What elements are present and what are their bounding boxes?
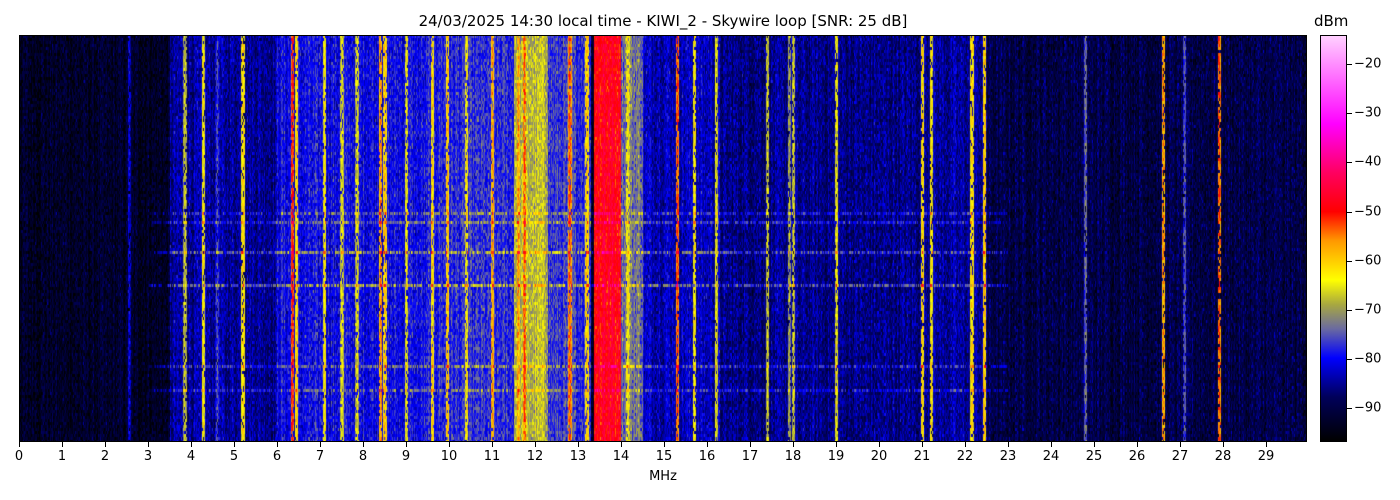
x-tick	[1180, 442, 1181, 447]
colorbar-tick-label: −50	[1354, 204, 1382, 220]
x-tick-label: 13	[569, 449, 587, 464]
x-tick-label: 9	[401, 449, 411, 464]
x-tick	[707, 442, 708, 447]
colorbar-tick-label: −20	[1354, 56, 1382, 72]
x-tick	[1051, 442, 1052, 447]
x-tick-label: 12	[526, 449, 544, 464]
x-tick-label: 11	[483, 449, 501, 464]
x-tick	[19, 442, 20, 447]
colorbar-tick-label: −90	[1354, 400, 1382, 416]
x-tick	[191, 442, 192, 447]
x-tick-label: 28	[1214, 449, 1232, 464]
colorbar-tick-label: −40	[1354, 154, 1382, 170]
x-tick	[492, 442, 493, 447]
x-tick-label: 14	[612, 449, 630, 464]
x-tick	[1223, 442, 1224, 447]
colorbar-tick	[1347, 260, 1352, 262]
x-tick	[922, 442, 923, 447]
colorbar-tick	[1347, 358, 1352, 360]
colorbar-tick	[1347, 162, 1352, 164]
x-tick-label: 7	[315, 449, 325, 464]
x-tick-label: 8	[358, 449, 368, 464]
x-tick-label: 24	[1042, 449, 1060, 464]
x-tick	[406, 442, 407, 447]
x-tick-label: 19	[827, 449, 845, 464]
x-tick	[793, 442, 794, 447]
x-tick	[1008, 442, 1009, 447]
x-tick-label: 29	[1257, 449, 1275, 464]
x-tick-label: 17	[741, 449, 759, 464]
x-tick-label: 23	[999, 449, 1017, 464]
plot-frame	[19, 35, 1307, 442]
colorbar-tick	[1347, 211, 1352, 213]
x-tick	[62, 442, 63, 447]
x-tick	[1266, 442, 1267, 447]
x-tick	[535, 442, 536, 447]
waterfall-heatmap	[19, 35, 1307, 442]
x-tick	[664, 442, 665, 447]
x-tick-label: 18	[784, 449, 802, 464]
x-tick-label: 2	[100, 449, 110, 464]
x-tick-label: 27	[1171, 449, 1189, 464]
x-tick-label: 22	[956, 449, 974, 464]
x-tick-label: 6	[272, 449, 282, 464]
chart-title: 24/03/2025 14:30 local time - KIWI_2 - S…	[418, 12, 908, 30]
colorbar-tick	[1347, 407, 1352, 409]
x-tick-label: 1	[57, 449, 67, 464]
x-tick-label: 4	[186, 449, 196, 464]
x-tick	[836, 442, 837, 447]
x-tick	[578, 442, 579, 447]
x-tick-label: 0	[14, 449, 24, 464]
x-tick	[449, 442, 450, 447]
colorbar-tick-label: −30	[1354, 105, 1382, 121]
x-tick	[105, 442, 106, 447]
x-tick	[750, 442, 751, 447]
x-tick-label: 16	[698, 449, 716, 464]
colorbar-label: dBm	[1314, 12, 1349, 30]
x-tick-label: 5	[229, 449, 239, 464]
x-tick	[879, 442, 880, 447]
x-tick	[277, 442, 278, 447]
x-tick-label: 21	[913, 449, 931, 464]
x-tick-label: 26	[1128, 449, 1146, 464]
x-tick-label: 20	[870, 449, 888, 464]
colorbar-tick	[1347, 64, 1352, 66]
x-axis-label: MHz	[649, 469, 677, 484]
x-tick	[363, 442, 364, 447]
x-tick	[965, 442, 966, 447]
x-tick-label: 10	[440, 449, 458, 464]
x-tick-label: 25	[1085, 449, 1103, 464]
colorbar-tick	[1347, 309, 1352, 311]
x-tick	[1094, 442, 1095, 447]
colorbar-tick-label: −70	[1354, 302, 1382, 318]
colorbar-tick	[1347, 113, 1352, 115]
x-tick	[234, 442, 235, 447]
colorbar-tick-label: −60	[1354, 253, 1382, 269]
colorbar	[1320, 35, 1347, 442]
colorbar-tick-label: −80	[1354, 351, 1382, 367]
x-tick-label: 15	[655, 449, 673, 464]
x-tick	[1137, 442, 1138, 447]
x-tick	[320, 442, 321, 447]
x-tick	[148, 442, 149, 447]
x-tick-label: 3	[143, 449, 153, 464]
x-tick	[621, 442, 622, 447]
